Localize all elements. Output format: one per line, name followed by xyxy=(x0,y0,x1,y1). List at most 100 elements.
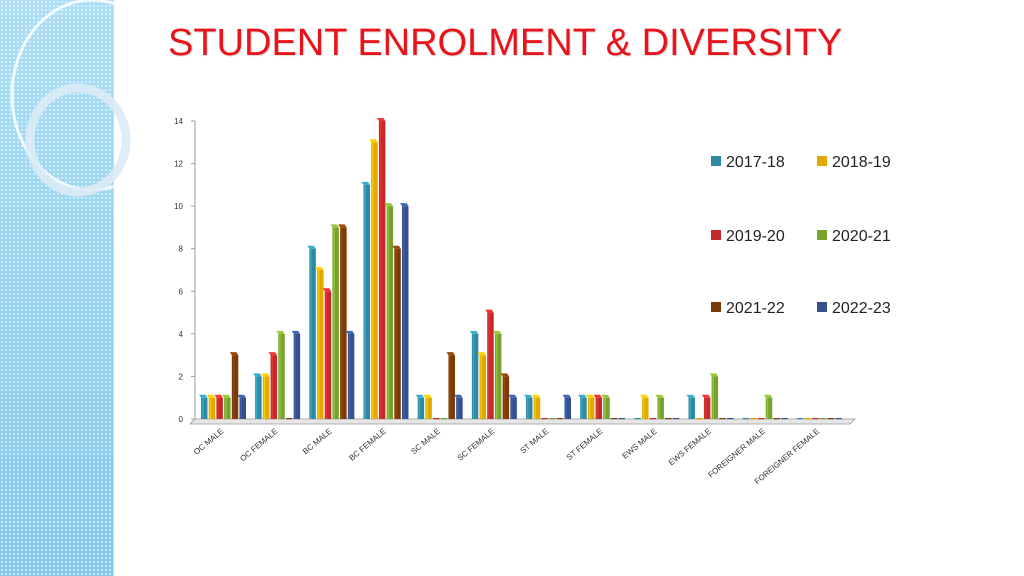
bar-face xyxy=(332,227,339,419)
bar-face xyxy=(487,312,494,419)
x-tick-label: BC FEMALE xyxy=(347,427,388,463)
bar-top xyxy=(376,118,386,121)
bar xyxy=(322,288,332,419)
bar xyxy=(206,394,216,419)
legend-item: 2019-20 xyxy=(711,228,785,245)
bar-highlight xyxy=(449,355,451,419)
x-tick-label: OC FEMALE xyxy=(238,427,279,464)
legend-label: 2018-19 xyxy=(832,154,891,171)
bar-face xyxy=(526,397,533,419)
bar-top xyxy=(446,352,455,356)
bar-face xyxy=(595,397,603,419)
bar-top xyxy=(330,224,339,228)
bar-highlight xyxy=(372,142,374,420)
bar-face xyxy=(703,397,711,419)
bar xyxy=(508,394,517,419)
bar-face xyxy=(587,397,595,419)
bar-highlight xyxy=(472,333,475,419)
bar-face xyxy=(750,418,757,420)
bar-highlight xyxy=(225,397,227,419)
bar xyxy=(665,418,672,420)
bar xyxy=(492,330,502,419)
bar-top xyxy=(578,394,587,398)
bar xyxy=(672,418,680,420)
bar-face xyxy=(201,397,208,419)
bar xyxy=(345,330,355,419)
bar-highlight xyxy=(588,397,591,419)
x-tick-label: ST FEMALE xyxy=(565,427,605,462)
bar xyxy=(400,203,409,419)
bar-face xyxy=(812,418,819,420)
bar-face xyxy=(742,418,750,420)
bar xyxy=(835,418,842,420)
bar-face xyxy=(688,397,695,419)
page-title: STUDENT ENROLMENT & DIVERSITY xyxy=(168,22,843,64)
bar-highlight xyxy=(596,397,598,419)
bar xyxy=(384,203,394,419)
bar-highlight xyxy=(202,397,204,419)
bar-face xyxy=(758,418,765,420)
bar-highlight xyxy=(480,355,482,419)
bar-face xyxy=(502,376,510,419)
bar xyxy=(585,394,595,419)
bar xyxy=(291,330,301,419)
bar-top xyxy=(585,394,595,398)
bar-highlight xyxy=(565,397,567,419)
bar-highlight xyxy=(503,376,506,419)
bar-highlight xyxy=(658,397,660,419)
bar xyxy=(601,394,610,419)
bar xyxy=(796,418,804,420)
legend-item: 2022-23 xyxy=(817,300,891,317)
bar xyxy=(541,418,548,420)
bar xyxy=(477,352,487,419)
bar-face xyxy=(819,418,827,420)
bar-highlight xyxy=(240,397,242,419)
bar xyxy=(763,394,773,419)
bar xyxy=(222,394,231,419)
bar-face xyxy=(216,397,223,419)
bar-face xyxy=(270,355,278,419)
x-tick-label: SC MALE xyxy=(409,427,442,456)
decorative-rings xyxy=(10,0,160,197)
bar xyxy=(531,394,541,419)
bar-highlight xyxy=(333,227,335,419)
bar-highlight xyxy=(209,397,212,419)
bar-top xyxy=(260,373,270,377)
bar-top xyxy=(206,394,216,398)
bar-highlight xyxy=(318,270,320,419)
bar-top xyxy=(531,394,541,398)
bar xyxy=(804,418,812,420)
bar xyxy=(709,373,719,419)
bar-top xyxy=(492,330,502,334)
bar-top xyxy=(593,394,603,398)
bar-highlight xyxy=(232,355,235,419)
bar-highlight xyxy=(495,333,498,419)
bar xyxy=(253,373,262,419)
bar-highlight xyxy=(766,397,769,419)
bar-top xyxy=(253,373,262,377)
bar xyxy=(727,418,734,420)
bar xyxy=(307,245,316,419)
bar-top xyxy=(709,373,719,377)
bar-face xyxy=(804,418,812,420)
bar-highlight xyxy=(457,397,459,419)
bar xyxy=(649,418,657,420)
bar xyxy=(500,373,510,419)
bar-face xyxy=(665,418,672,420)
bar-face xyxy=(417,397,425,419)
chart-axes xyxy=(189,121,856,425)
x-tick-label: SC FEMALE xyxy=(456,427,497,463)
bar xyxy=(578,394,587,419)
bar-highlight xyxy=(263,376,266,419)
bar-face xyxy=(278,333,285,419)
legend-item: 2021-22 xyxy=(711,300,785,317)
bar-highlight xyxy=(348,333,351,419)
bar-top xyxy=(369,139,378,143)
bar xyxy=(750,418,757,420)
bar-top xyxy=(524,394,533,398)
bar-face xyxy=(317,270,324,419)
bar-face xyxy=(657,397,664,419)
bar xyxy=(640,394,649,419)
bar-highlight xyxy=(310,248,312,419)
legend-swatch xyxy=(817,230,827,240)
